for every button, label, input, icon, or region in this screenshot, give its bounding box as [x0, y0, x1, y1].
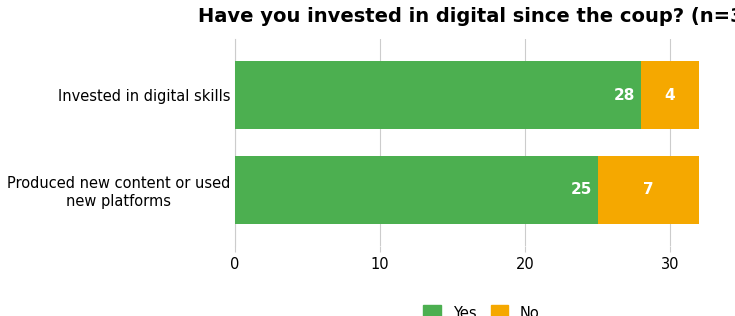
Text: 28: 28 [614, 88, 635, 103]
Bar [641, 61, 699, 129]
Text: 4: 4 [664, 88, 675, 103]
Bar [235, 156, 598, 224]
Text: 7: 7 [643, 182, 653, 197]
Text: 25: 25 [570, 182, 592, 197]
Bar [235, 61, 641, 129]
Title: Have you invested in digital since the coup? (n=32): Have you invested in digital since the c… [198, 7, 735, 26]
Bar [598, 156, 699, 224]
Legend: Yes, No: Yes, No [417, 300, 545, 316]
